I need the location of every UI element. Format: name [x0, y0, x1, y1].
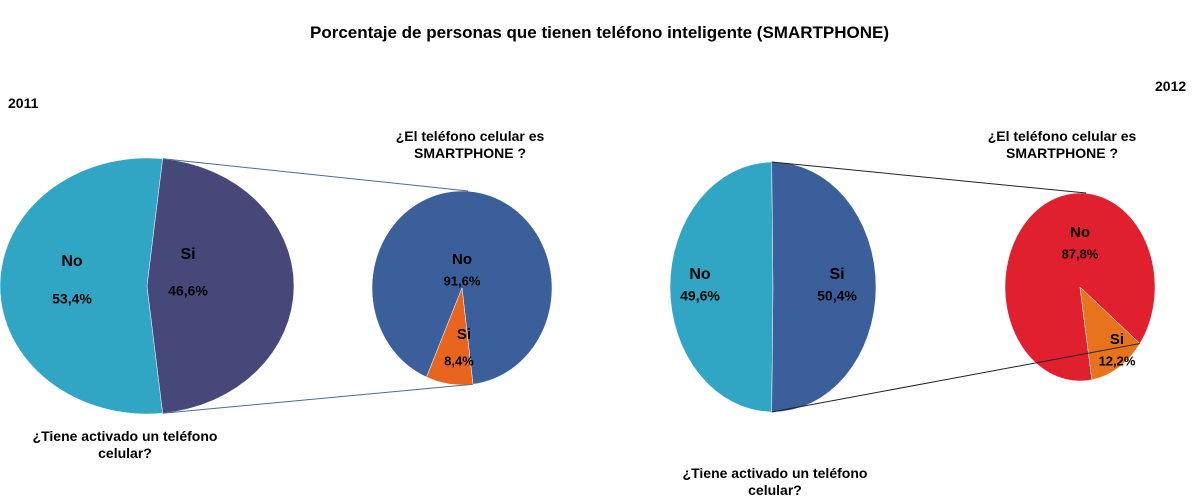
slice-label: 8,4% — [444, 353, 474, 368]
slice-label: 46,6% — [168, 283, 208, 299]
pie-slice — [771, 161, 877, 413]
connector — [162, 383, 474, 414]
year-label: 2012 — [1155, 78, 1187, 94]
connector — [771, 343, 1140, 413]
pie-slice — [1079, 286, 1141, 381]
slice-label: 87,8% — [1062, 246, 1099, 261]
sub-question: ¿El teléfono celular es SMARTPHONE ? — [987, 128, 1137, 161]
chart-title: Porcentaje de personas que tienen teléfo… — [309, 23, 890, 42]
slice-category: Si — [1110, 331, 1124, 348]
sub-question: ¿El teléfono celular es SMARTPHONE ? — [395, 128, 545, 161]
pie-slice — [0, 157, 163, 415]
slice-category: Si — [457, 326, 471, 343]
connector — [162, 158, 469, 192]
connector — [771, 161, 1087, 194]
slice-category: No — [452, 251, 472, 268]
pie-slice — [371, 190, 553, 385]
slice-category: No — [1070, 224, 1090, 241]
main-question: ¿Tiene activado un teléfono celular? — [32, 428, 218, 461]
pie-slice — [146, 158, 295, 414]
slice-category: Si — [829, 266, 844, 283]
main-question: ¿Tiene activado un teléfono celular? — [682, 465, 868, 497]
slice-label: 12,2% — [1099, 353, 1136, 368]
slice-label: 91,6% — [444, 273, 481, 288]
slice-label: 53,4% — [52, 291, 92, 307]
slice-label: 49,6% — [680, 288, 720, 304]
slice-category: Si — [180, 246, 195, 263]
year-label: 2011 — [8, 95, 39, 111]
slice-category: No — [61, 253, 83, 270]
slice-category: No — [689, 266, 711, 283]
pie-slice — [669, 161, 774, 413]
slice-label: 50,4% — [817, 288, 857, 304]
